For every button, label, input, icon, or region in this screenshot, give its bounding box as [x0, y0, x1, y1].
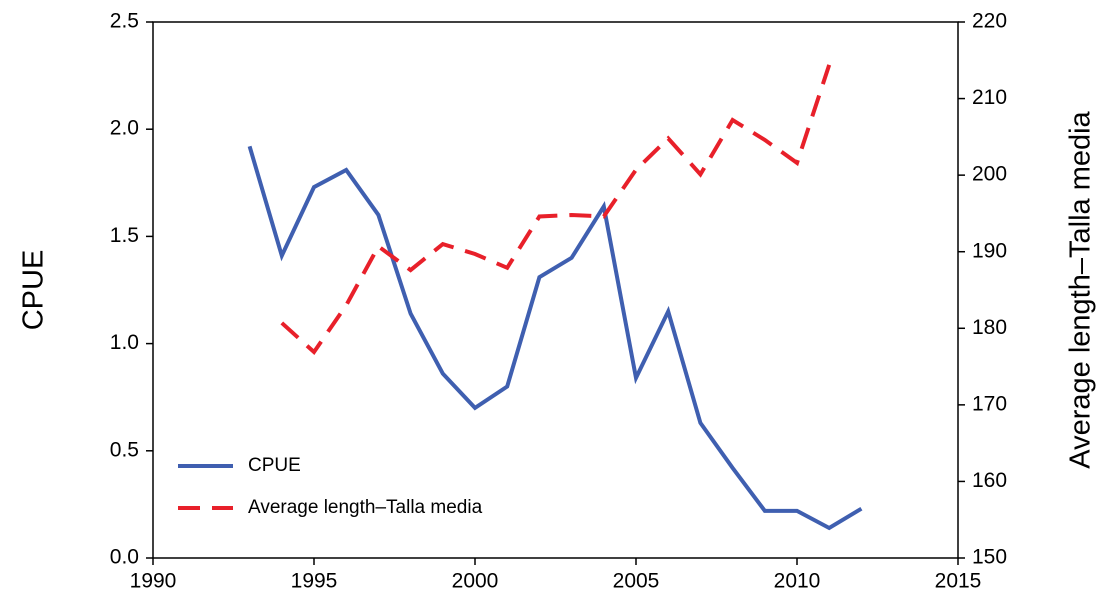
y2-tick-label: 200 — [972, 163, 1007, 186]
y2-tick-label: 210 — [972, 86, 1007, 109]
series-line — [280, 64, 832, 356]
y-tick-label: 0.0 — [110, 546, 139, 569]
y-tick-label: 1.0 — [110, 331, 139, 354]
legend-label: Average length–Talla media — [248, 497, 483, 518]
y2-axis-label: Average length–Talla media — [1065, 110, 1097, 468]
x-tick-label: 2000 — [452, 570, 499, 593]
y2-tick-label: 180 — [972, 316, 1007, 339]
series-line — [247, 145, 863, 531]
y2-tick-label: 220 — [972, 10, 1007, 33]
y-tick-label: 2.5 — [110, 10, 139, 33]
y2-tick-label: 150 — [972, 546, 1007, 569]
plot-frame — [152, 21, 959, 559]
x-tick-label: 2010 — [774, 570, 821, 593]
x-tick-label: 2005 — [613, 570, 660, 593]
x-tick-label: 1995 — [291, 570, 338, 593]
y-axis-label: CPUE — [18, 250, 50, 331]
y2-tick-label: 170 — [972, 392, 1007, 415]
y-tick-label: 0.5 — [110, 438, 139, 461]
y-tick-label: 1.5 — [110, 224, 139, 247]
x-tick-label: 2015 — [935, 570, 982, 593]
y-tick-label: 2.0 — [110, 117, 139, 140]
y2-tick-label: 160 — [972, 469, 1007, 492]
x-tick-label: 1990 — [130, 570, 177, 593]
y2-tick-label: 190 — [972, 239, 1007, 262]
legend-label: CPUE — [248, 455, 301, 476]
